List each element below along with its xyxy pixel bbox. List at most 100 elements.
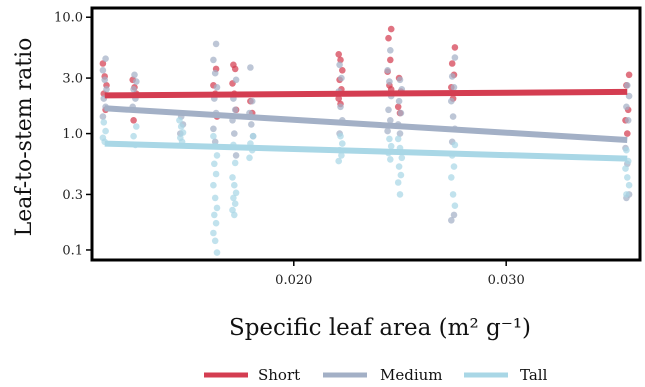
y-tick-label: 0.1	[62, 243, 83, 258]
data-point-tall	[337, 132, 344, 140]
data-point-tall	[335, 157, 343, 165]
data-point-medium	[396, 76, 404, 84]
data-point-medium	[396, 130, 404, 137]
data-point-medium	[624, 117, 632, 124]
data-point-tall	[231, 211, 238, 219]
trend-line-tall	[104, 140, 628, 162]
data-point-tall	[451, 202, 459, 209]
data-point-medium	[448, 97, 455, 105]
data-point-medium	[385, 106, 392, 114]
data-point-short	[448, 60, 456, 67]
data-point-tall	[211, 237, 219, 245]
data-point-short	[624, 130, 631, 137]
data-point-tall	[449, 191, 457, 198]
y-tick-label: 3.0	[62, 72, 83, 87]
data-point-tall	[213, 204, 221, 212]
x-tick-label: 0.020	[275, 273, 312, 288]
data-point-tall	[394, 135, 402, 143]
data-point-medium	[131, 71, 138, 79]
data-point-medium	[102, 55, 109, 62]
data-point-short	[451, 44, 459, 51]
data-points-layer	[99, 25, 633, 256]
data-point-tall	[133, 123, 140, 130]
data-point-tall	[623, 146, 630, 154]
data-point-medium	[395, 97, 403, 105]
data-point-short	[385, 34, 392, 42]
x-axis-title: Specific leaf area (m² g⁻¹)	[229, 315, 531, 341]
data-point-medium	[624, 82, 631, 89]
data-point-short	[387, 56, 394, 64]
data-point-tall	[231, 181, 238, 189]
legend-label-tall: Tall	[520, 366, 548, 384]
data-point-medium	[450, 84, 458, 91]
data-point-medium	[623, 103, 630, 111]
data-point-tall	[387, 142, 395, 150]
data-point-short	[335, 95, 343, 102]
data-point-tall	[211, 211, 218, 219]
data-point-medium	[247, 64, 254, 71]
data-point-medium	[337, 103, 344, 111]
data-point-tall	[395, 163, 403, 170]
data-point-medium	[130, 86, 137, 93]
data-point-medium	[387, 117, 394, 124]
data-point-tall	[396, 191, 404, 198]
y-axis-title: Leaf-to-stem ratio	[12, 38, 37, 237]
data-point-medium	[232, 152, 240, 159]
data-point-tall	[130, 132, 137, 140]
data-point-medium	[248, 97, 256, 105]
data-point-medium	[133, 78, 140, 85]
data-point-tall	[179, 129, 187, 136]
data-point-medium	[386, 78, 393, 85]
data-point-tall	[450, 163, 458, 170]
data-point-medium	[101, 76, 108, 84]
trend-lines-layer	[104, 88, 628, 162]
data-point-tall	[210, 229, 217, 237]
data-point-tall	[210, 181, 217, 189]
y-tick-label: 1.0	[62, 127, 83, 142]
data-point-short	[99, 60, 107, 67]
data-point-tall	[102, 127, 109, 135]
y-tick-label: 0.3	[62, 188, 83, 203]
x-tick-label: 0.030	[488, 273, 525, 288]
data-point-tall	[386, 135, 393, 143]
data-point-tall	[176, 117, 183, 124]
data-point-tall	[100, 119, 108, 126]
data-point-short	[339, 67, 346, 74]
data-point-medium	[210, 125, 217, 133]
data-point-medium	[212, 40, 220, 48]
data-point-medium	[210, 56, 217, 64]
data-point-medium	[338, 74, 345, 82]
data-point-medium	[449, 113, 457, 120]
data-point-medium	[625, 92, 633, 100]
data-point-medium	[450, 211, 458, 219]
data-point-tall	[451, 141, 459, 149]
data-point-tall	[210, 132, 217, 140]
axis-ticks-layer: 0.1 0.3 1.0 3.0 10.0 0.020 0.030	[54, 11, 525, 288]
data-point-tall	[625, 181, 633, 189]
data-point-tall	[624, 174, 631, 181]
data-point-medium	[231, 106, 239, 114]
data-point-tall	[622, 165, 629, 172]
data-point-tall	[213, 249, 221, 256]
data-point-tall	[448, 174, 455, 181]
data-point-tall	[211, 194, 219, 202]
data-point-tall	[246, 154, 253, 162]
trend-line-medium	[104, 105, 628, 144]
data-point-tall	[231, 200, 239, 207]
data-point-medium	[99, 113, 107, 120]
data-point-tall	[398, 154, 406, 162]
data-point-tall	[387, 156, 394, 163]
data-point-tall	[623, 191, 630, 198]
data-point-tall	[338, 152, 345, 159]
legend: Short Medium Tall	[204, 366, 548, 384]
data-point-medium	[451, 54, 459, 61]
data-point-tall	[249, 132, 257, 140]
data-point-tall	[177, 123, 185, 130]
data-point-short	[387, 25, 395, 33]
data-point-tall	[213, 152, 221, 159]
data-point-short	[625, 71, 633, 79]
data-point-medium	[384, 127, 391, 135]
data-point-short	[335, 51, 343, 58]
data-point-medium	[213, 84, 221, 91]
